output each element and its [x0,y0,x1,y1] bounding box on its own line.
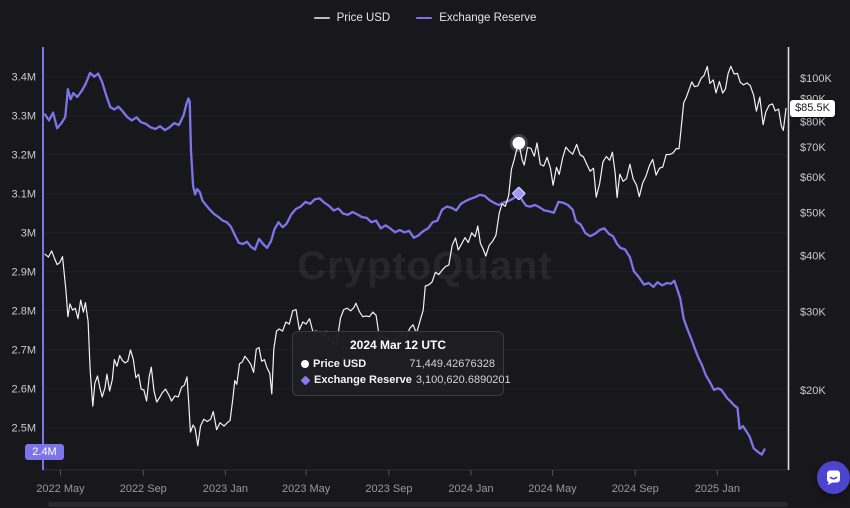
x-axis-tick-label: 2022 May [36,483,85,495]
right-axis-tick-label: $70K [800,142,826,154]
right-axis-tick-label: $50K [800,207,826,219]
tooltip-price-value: 71,449.42676328 [409,358,495,370]
tooltip-row-reserve: Exchange Reserve 3,100,620.6890201 [300,372,511,388]
x-axis-tick-label: 2023 Sep [365,483,412,495]
reserve-last-value-badge: 2.4M [25,444,64,460]
support-chat-button[interactable] [817,461,850,494]
left-axis-tick-label: 3.3M [12,111,36,123]
x-axis-tick-label: 2025 Jan [695,483,740,495]
left-axis-tick-label: 3M [21,228,36,240]
reserve-hover-marker-icon [512,186,526,201]
x-axis-tick-label: 2023 May [282,483,331,495]
x-axis-tick-label: 2024 May [528,483,577,495]
chart-tooltip: 2024 Mar 12 UTC Price USD 71,449.4267632… [292,331,511,396]
legend-item-price-usd[interactable]: Price USD [313,12,391,24]
price-hover-marker-icon [512,136,526,150]
legend-label-exchange-reserve: Exchange Reserve [439,12,537,24]
chat-bubble-icon [827,470,840,485]
price-line-swatch-icon [313,16,330,20]
reserve-point-icon [300,375,311,385]
right-axis-tick-label: $80K [800,116,826,128]
tooltip-reserve-label: Exchange Reserve [314,374,412,386]
tooltip-date-title: 2024 Mar 12 UTC [349,338,447,352]
left-axis-tick-label: 2.7M [12,345,36,357]
right-axis-tick-label: $40K [800,251,826,263]
tooltip-price-label: Price USD [313,358,367,370]
right-axis-tick-label: $100K [800,73,832,85]
right-axis-tick-label: $60K [800,172,826,184]
price-last-value-badge: $85.5K [790,100,835,117]
x-axis-tick-label: 2023 Jan [203,483,248,495]
legend-label-price-usd: Price USD [336,12,391,24]
right-axis-tick-label: $30K [800,306,826,318]
reserve-line-swatch-icon [416,16,433,20]
left-axis-tick-label: 3.2M [12,150,36,162]
reserve-series-line [43,71,766,456]
tooltip-reserve-value: 3,100,620.6890201 [415,374,511,386]
x-axis-tick-label: 2024 Sep [612,483,659,495]
left-axis-tick-label: 3.1M [12,189,36,201]
plot-area[interactable] [43,47,788,470]
tooltip-row-price: Price USD 71,449.42676328 [301,356,495,372]
left-axis-tick-label: 2.8M [12,306,36,318]
price-point-icon [301,360,309,368]
x-axis-tick-label: 2022 Sep [120,483,167,495]
left-axis-tick-label: 2.6M [12,384,36,396]
left-axis-tick-label: 2.9M [12,267,36,279]
left-axis-tick-label: 3.4M [12,72,36,84]
x-axis-tick-label: 2024 Jan [448,483,493,495]
legend-item-exchange-reserve[interactable]: Exchange Reserve [416,12,536,24]
chart-zoom-scrollbar[interactable] [48,502,788,507]
left-axis-tick-label: 2.5M [12,423,36,435]
right-axis-tick-label: $20K [800,385,826,397]
chart-legend: Price USD Exchange Reserve [0,12,850,24]
